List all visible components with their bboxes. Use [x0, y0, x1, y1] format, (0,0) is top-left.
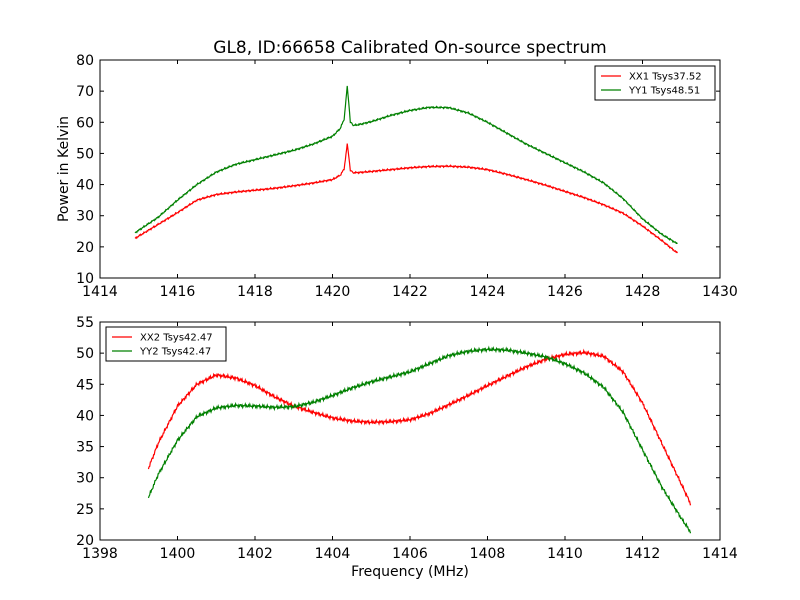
y-tick-label: 25 [76, 502, 94, 518]
x-tick-label: 1420 [315, 284, 351, 300]
y-tick-label: 45 [76, 377, 94, 393]
x-tick-label: 1422 [392, 284, 428, 300]
x-tick-label: 1414 [82, 284, 118, 300]
series-line-2-2 [147, 345, 692, 534]
y-tick-label: 50 [76, 146, 94, 162]
series-line-2-1 [147, 348, 692, 506]
chart-panel-1: 1414 1416 1418 1420 1422 1424 1426 1428 1430 10 20… [56, 53, 738, 300]
x-tick-label: 1430 [702, 284, 738, 300]
legend-label: XX2 Tsys42.47 [140, 333, 213, 344]
y-axis-title: Power in Kelvin [56, 116, 72, 222]
legend-box [594, 65, 716, 101]
x-tick-label: 1410 [547, 546, 583, 562]
legend-label: XX1 Tsys37.52 [629, 72, 702, 83]
x-tick-label: 1418 [237, 284, 273, 300]
legend: XX1 Tsys37.52 YY1 Tsys48.51 [594, 65, 716, 101]
y-tick-label: 55 [76, 315, 94, 331]
x-tick-label: 1428 [625, 284, 661, 300]
y-tick-label: 30 [76, 471, 94, 487]
figure-title: GL8, ID:66658 Calibrated On-source spect… [213, 38, 606, 58]
y-tick-label: 60 [76, 115, 94, 131]
legend: XX2 Tsys42.47 YY2 Tsys42.47 [105, 326, 227, 362]
y-tick-label: 35 [76, 440, 94, 456]
legend-label: YY2 Tsys42.47 [139, 347, 211, 358]
legend-box [105, 326, 227, 362]
x-tick-label: 1398 [82, 546, 118, 562]
y-tick-label: 20 [76, 240, 94, 256]
x-tick-label: 1426 [547, 284, 583, 300]
x-tick-label: 1400 [160, 546, 196, 562]
y-tick-label: 40 [76, 408, 94, 424]
x-tick-label: 1406 [392, 546, 428, 562]
x-tick-label: 1424 [470, 284, 506, 300]
legend-label: YY1 Tsys48.51 [628, 86, 700, 97]
x-tick-label: 1416 [160, 284, 196, 300]
y-tick-label: 70 [76, 84, 94, 100]
y-tick-label: 30 [76, 209, 94, 225]
y-tick-label: 20 [76, 533, 94, 549]
x-axis-title: Frequency (MHz) [351, 564, 469, 580]
series-line-1-2 [134, 85, 678, 245]
y-tick-label: 80 [76, 53, 94, 69]
x-tick-label: 1402 [237, 546, 273, 562]
plot-layer: 1414 1416 1418 1420 1422 1424 1426 1428 1430 10 20… [56, 53, 738, 580]
y-tick-label: 10 [76, 271, 94, 287]
x-tick-label: 1414 [702, 546, 738, 562]
chart-panel-2: 1398 1400 1402 1404 1406 1408 1410 1412 1414 20 25… [76, 315, 738, 580]
series-line-1-1 [134, 143, 678, 254]
x-tick-label: 1408 [470, 546, 506, 562]
x-tick-label: 1412 [625, 546, 661, 562]
y-tick-label: 40 [76, 178, 94, 194]
x-tick-label: 1404 [315, 546, 351, 562]
y-tick-label: 50 [76, 346, 94, 362]
